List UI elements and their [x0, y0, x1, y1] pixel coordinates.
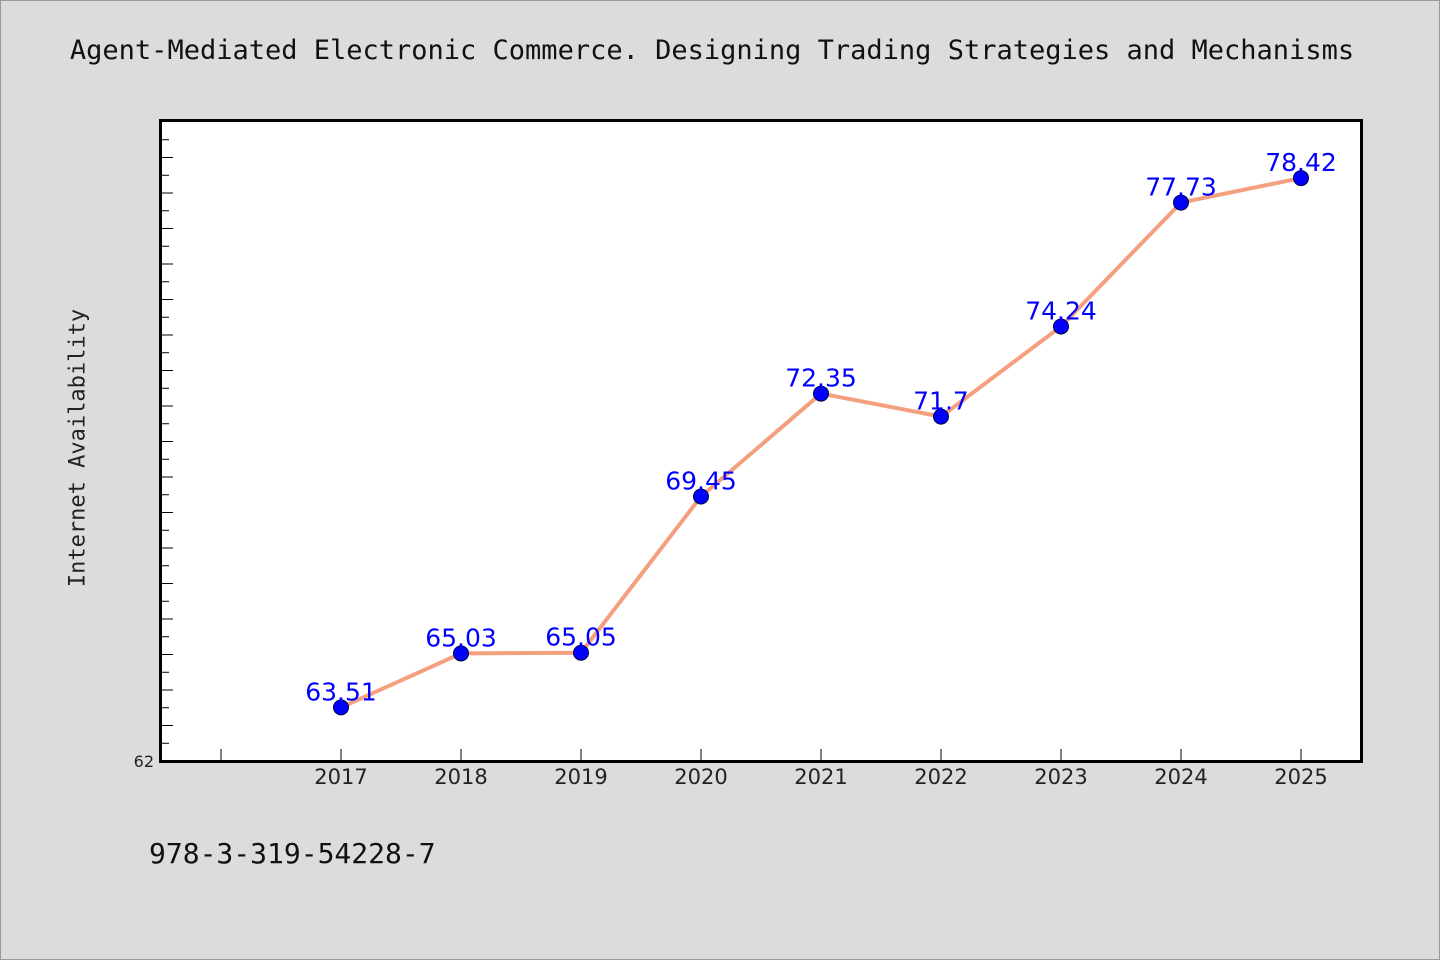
x-tick-label: 2021 — [794, 765, 847, 789]
x-tick-label: 2019 — [554, 765, 607, 789]
data-label: 72.35 — [785, 364, 857, 393]
data-point — [1173, 194, 1189, 211]
data-markers — [333, 170, 1309, 716]
data-label: 71.7 — [913, 387, 969, 416]
data-label: 65.05 — [545, 623, 617, 652]
y-axis-ticks — [160, 139, 173, 762]
chart-title: Agent-Mediated Electronic Commerce. Desi… — [69, 35, 1355, 66]
data-labels: 63.51 65.03 65.05 69.45 72.35 71.7 74.24 77.73 7… — [305, 148, 1337, 706]
data-point — [1293, 170, 1309, 187]
footer-isbn: 978-3-319-54228-7 — [149, 837, 436, 870]
data-label: 65.03 — [425, 623, 497, 652]
data-label: 74.24 — [1025, 296, 1097, 325]
data-point — [813, 385, 829, 402]
x-axis: 2017 2018 2019 2020 2021 2022 2023 2024 2025 — [220, 749, 1328, 789]
data-point — [1053, 318, 1069, 335]
data-point — [573, 644, 589, 661]
x-tick-label: 2020 — [674, 765, 727, 789]
plot-area — [159, 119, 1363, 763]
x-tick-label: 2017 — [314, 765, 367, 789]
data-label: 77.73 — [1145, 173, 1217, 202]
data-point — [693, 488, 709, 505]
y-tick-label: 62 — [134, 752, 154, 771]
x-tick-label: 2023 — [1034, 765, 1087, 789]
x-tick-label: 2018 — [434, 765, 487, 789]
data-label: 69.45 — [665, 467, 737, 496]
data-label: 63.51 — [305, 677, 377, 706]
data-label: 78.42 — [1265, 148, 1337, 177]
x-tick-label: 2024 — [1154, 765, 1207, 789]
data-point — [453, 645, 469, 662]
data-point — [933, 408, 949, 425]
data-point — [333, 699, 349, 716]
x-tick-label: 2025 — [1274, 765, 1327, 789]
x-tick-label: 2022 — [914, 765, 967, 789]
